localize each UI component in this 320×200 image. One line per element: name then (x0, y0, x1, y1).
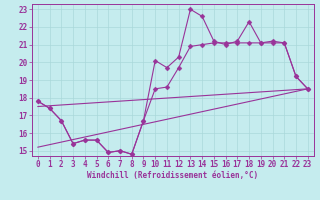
X-axis label: Windchill (Refroidissement éolien,°C): Windchill (Refroidissement éolien,°C) (87, 171, 258, 180)
